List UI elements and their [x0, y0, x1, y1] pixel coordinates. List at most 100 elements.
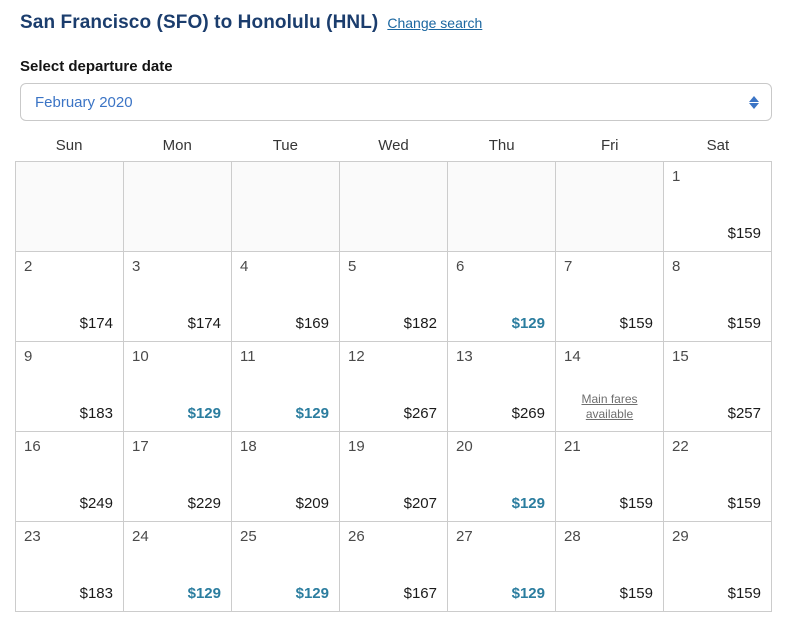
weekday-header: Fri	[601, 137, 619, 154]
fare-price: $159	[619, 315, 653, 332]
calendar-day-cell[interactable]: 16 $249	[16, 432, 124, 522]
fare-price-deal: $129	[295, 405, 329, 422]
fare-price: $159	[727, 585, 761, 602]
day-number: 9	[24, 348, 33, 365]
calendar-day-cell[interactable]: 10 $129	[124, 342, 232, 432]
fare-price-deal: $129	[511, 495, 545, 512]
weekday-header: Sun	[55, 137, 83, 154]
fare-price: $183	[79, 405, 113, 422]
fare-price: $174	[187, 315, 221, 332]
calendar-day-cell[interactable]: 23 $183	[16, 522, 124, 612]
fare-price: $159	[727, 315, 761, 332]
calendar-day-cell[interactable]: 12 $267	[340, 342, 448, 432]
fare-price: $249	[79, 495, 113, 512]
weekday-header: Mon	[162, 137, 192, 154]
calendar-day-cell[interactable]: 17 $229	[124, 432, 232, 522]
day-number: 22	[672, 438, 689, 455]
day-number: 26	[348, 528, 365, 545]
day-number: 15	[672, 348, 689, 365]
fare-price: $169	[295, 315, 329, 332]
calendar-day-cell[interactable]: 28 $159	[556, 522, 664, 612]
empty-day-cell	[232, 162, 340, 252]
day-number: 17	[132, 438, 149, 455]
route-title: San Francisco (SFO) to Honolulu (HNL)	[20, 12, 379, 33]
weekday-header: Wed	[378, 137, 409, 154]
day-number: 24	[132, 528, 149, 545]
day-number: 21	[564, 438, 581, 455]
up-down-arrows-icon	[749, 95, 759, 109]
calendar-day-cell[interactable]: 27 $129	[448, 522, 556, 612]
calendar-day-cell[interactable]: 6 $129	[448, 252, 556, 342]
day-number: 7	[564, 258, 573, 275]
calendar-day-cell[interactable]: 25 $129	[232, 522, 340, 612]
day-number: 19	[348, 438, 365, 455]
calendar-day-cell[interactable]: 21 $159	[556, 432, 664, 522]
weekday-header-row: Sun Mon Tue Wed Thu Fri Sat	[15, 137, 772, 161]
calendar-day-cell[interactable]: 29 $159	[664, 522, 772, 612]
calendar-day-cell[interactable]: 22 $159	[664, 432, 772, 522]
departure-date-label: Select departure date	[20, 58, 173, 75]
calendar-day-cell[interactable]: 14 Main fares available	[556, 342, 664, 432]
fare-price-deal: $129	[295, 585, 329, 602]
calendar-day-cell[interactable]: 2 $174	[16, 252, 124, 342]
fare-price-deal: $129	[511, 315, 545, 332]
fare-price: $183	[79, 585, 113, 602]
day-number: 14	[564, 348, 581, 365]
fare-price: $209	[295, 495, 329, 512]
calendar-day-cell[interactable]: 5 $182	[340, 252, 448, 342]
fare-price: $267	[403, 405, 437, 422]
fare-price: $207	[403, 495, 437, 512]
calendar-day-cell[interactable]: 20 $129	[448, 432, 556, 522]
fare-price: $159	[727, 495, 761, 512]
day-number: 25	[240, 528, 257, 545]
calendar-day-cell[interactable]: 24 $129	[124, 522, 232, 612]
empty-day-cell	[556, 162, 664, 252]
calendar-day-cell[interactable]: 7 $159	[556, 252, 664, 342]
day-number: 29	[672, 528, 689, 545]
day-number: 20	[456, 438, 473, 455]
day-number: 11	[240, 348, 256, 365]
day-number: 27	[456, 528, 473, 545]
weekday-header: Thu	[488, 137, 515, 154]
calendar-day-cell[interactable]: 18 $209	[232, 432, 340, 522]
day-number: 8	[672, 258, 681, 275]
day-number: 16	[24, 438, 41, 455]
calendar-day-cell[interactable]: 9 $183	[16, 342, 124, 432]
fare-price-deal: $129	[187, 585, 221, 602]
day-number: 1	[672, 168, 681, 185]
empty-day-cell	[124, 162, 232, 252]
fare-price: $174	[79, 315, 113, 332]
day-number: 6	[456, 258, 465, 275]
fare-price: $159	[727, 225, 761, 242]
calendar-day-cell[interactable]: 1 $159	[664, 162, 772, 252]
calendar-day-cell[interactable]: 19 $207	[340, 432, 448, 522]
empty-day-cell	[340, 162, 448, 252]
fare-price-deal: $129	[187, 405, 221, 422]
fare-price: $159	[619, 585, 653, 602]
weekday-header: Sat	[706, 137, 730, 154]
change-search-link[interactable]: Change search	[387, 15, 483, 31]
day-number: 5	[348, 258, 357, 275]
calendar-day-cell[interactable]: 3 $174	[124, 252, 232, 342]
day-number: 2	[24, 258, 33, 275]
day-number: 18	[240, 438, 257, 455]
month-select[interactable]: February 2020	[20, 83, 772, 121]
day-number: 12	[348, 348, 365, 365]
calendar-day-cell[interactable]: 13 $269	[448, 342, 556, 432]
fare-calendar-page: San Francisco (SFO) to Honolulu (HNL) Ch…	[15, 10, 772, 612]
main-fares-link[interactable]: Main fares available	[581, 391, 638, 422]
calendar-day-cell[interactable]: 26 $167	[340, 522, 448, 612]
day-number: 10	[132, 348, 149, 365]
day-number: 13	[456, 348, 473, 365]
day-number: 28	[564, 528, 581, 545]
calendar-day-cell[interactable]: 11 $129	[232, 342, 340, 432]
calendar-day-cell[interactable]: 15 $257	[664, 342, 772, 432]
fare-price: $229	[187, 495, 221, 512]
calendar-day-cell[interactable]: 4 $169	[232, 252, 340, 342]
fare-calendar: Sun Mon Tue Wed Thu Fri Sat 1 $159 2 $174 3 $…	[15, 137, 772, 612]
empty-day-cell	[448, 162, 556, 252]
fare-price: $257	[727, 405, 761, 422]
calendar-day-cell[interactable]: 8 $159	[664, 252, 772, 342]
page-header: San Francisco (SFO) to Honolulu (HNL) Ch…	[20, 10, 772, 34]
fare-price: $269	[511, 405, 545, 422]
